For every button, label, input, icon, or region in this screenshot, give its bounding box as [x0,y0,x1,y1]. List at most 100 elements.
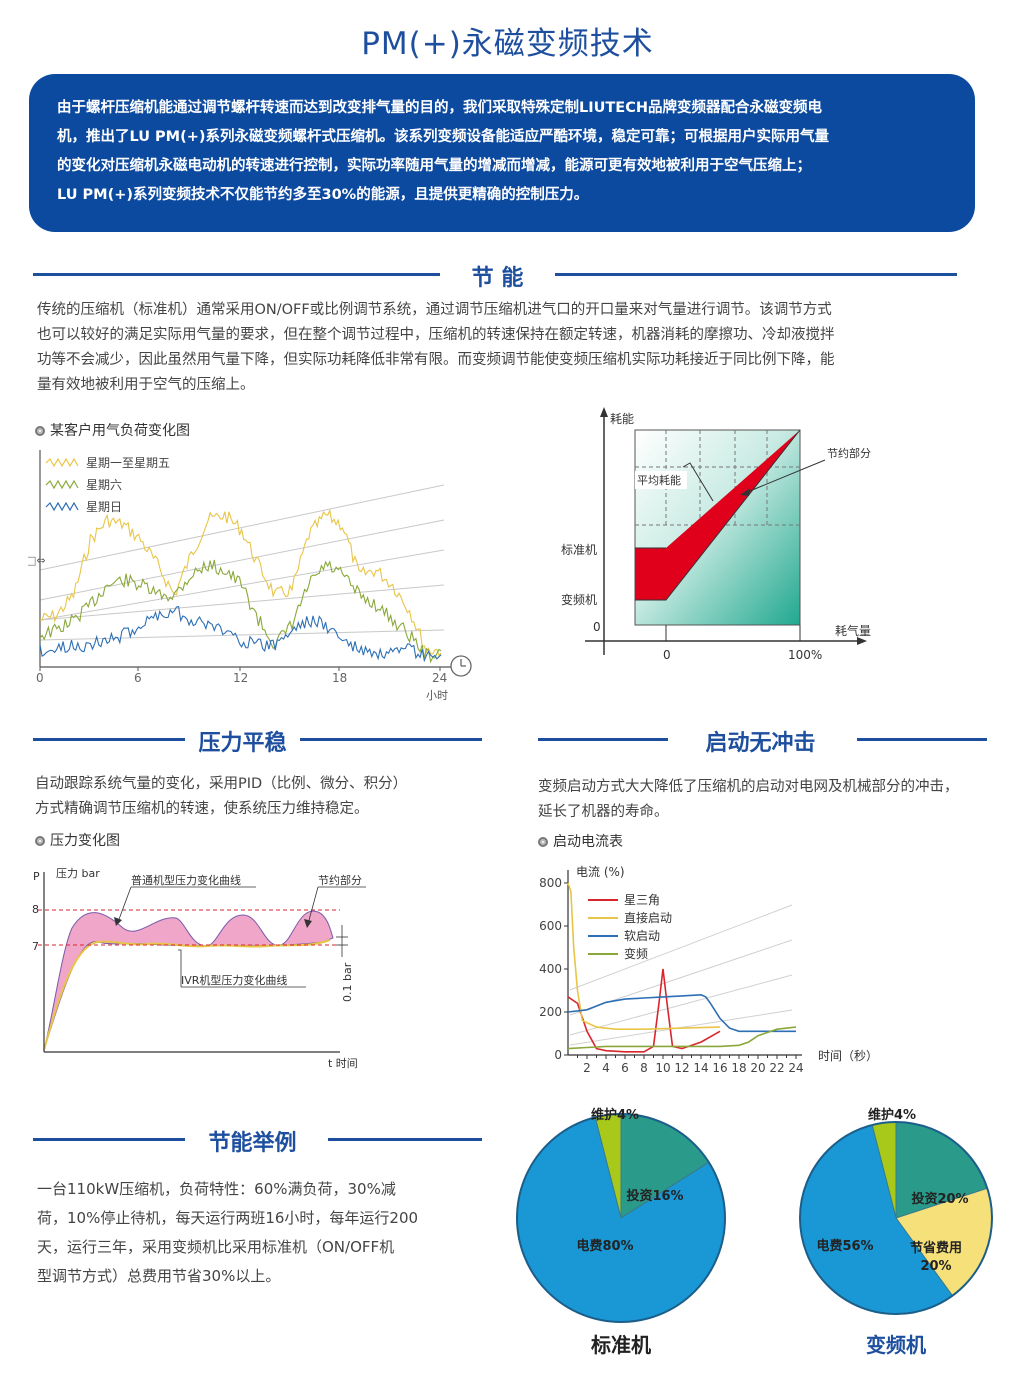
normal-curve-label: 普通机型压力变化曲线 [131,873,241,887]
series-line [567,1026,797,1050]
y-axis-label: 电流 (%) [576,865,625,879]
pie-charts: 维护4% 投资16% 电费80% 标准机 维护4% 投资20% 节省费用 20% 电费56% 变… [516,1107,993,1357]
pie-slice-label: 投资16% [626,1188,683,1204]
load-series-line [39,508,442,657]
y-tick-label: 400 [539,962,562,976]
section-heading-pressure: 压力平稳 [0,725,490,756]
x-tick-label: 24 [788,1061,803,1075]
x-axis-label: 耗气量 [835,623,871,638]
series-line [567,993,796,1033]
heading-label: 节 能 [471,266,524,291]
load-chart-caption: 某客户用气负荷变化图 [35,420,190,440]
x-tick-label: 22 [769,1061,784,1075]
load-series-line [39,559,442,664]
legend-swatch [45,479,79,490]
y-tick-7: 7 [32,940,39,953]
section-heading-startup: 启动无冲击 [530,725,1015,756]
y-tick-8: 8 [32,903,39,916]
zero-y-label: 0 [593,620,601,634]
bullet-icon [538,837,548,847]
x-tick-label: 6 [134,671,142,685]
energy-paragraph: 传统的压缩机（标准机）通常采用ON/OFF或比例调节系统，通过调节压缩机进气口的… [37,298,987,398]
x-tick-label: 18 [332,671,347,685]
paragraph-line: 型调节方式）总费用节省30%以上。 [37,1267,281,1285]
y-tick-label: 200 [539,1005,562,1019]
x-unit-label: 小时 [426,689,448,702]
y-tick-label: 600 [539,919,562,933]
heading-rule [33,738,185,741]
intro-line: LU PM(+)系列变频技术不仅能节约多至30%的能源，且提供更精确的控制压力。 [57,187,589,203]
arrow-icon [740,488,750,496]
heading-rule [555,273,957,276]
legend-label: 软启动 [624,929,660,943]
load-chart: 0 6 12 18 24 小时 □⇔ 星期一至星期五 星期六 星期日 [28,450,472,702]
intro-line: 的变化对压缩机永磁电动机的转速进行控制，实际功率随用气量的增减而增减，能源可更有… [57,158,811,174]
label-bg [635,471,687,489]
y-arrow-icon [600,407,608,417]
saving-label: 节约部分 [318,873,362,887]
legend-label: 变频 [624,946,648,961]
avg-label: 平均耗能 [637,473,681,487]
caption-text: 压力变化图 [50,833,120,849]
p-label: P [33,870,40,883]
paragraph-line: 延长了机器的寿命。 [538,804,669,820]
x-tick-label: 4 [602,1061,610,1075]
pressure-chart: P 压力 bar 8 7 普通机型压力变化曲线 节约部分 IVR机型压力变化曲线… [32,867,366,1070]
pie-title: 变频机 [866,1333,926,1357]
x-tick-label: 0 [36,671,44,685]
guide-line [39,629,445,641]
heading-rule [538,738,668,741]
paragraph-line: 变频启动方式大大降低了压缩机的启动对电网及机械部分的冲击， [538,779,959,795]
startup-chart-caption: 启动电流表 [538,831,623,851]
leader-line [307,886,319,925]
pie-slice-label: 投资20% [911,1191,968,1207]
pie-slice-label: 维护4% [591,1107,639,1123]
leader-line [178,949,182,987]
guide-line [569,904,793,991]
legend-label: 直接启动 [624,910,672,925]
y-label-icon: □⇔ [28,554,46,567]
arrow-icon [114,917,122,926]
pressure-chart-caption: 压力变化图 [35,830,120,850]
paragraph-line: 量有效地被利用于空气的压缩上。 [37,377,255,393]
bullet-icon [35,836,45,846]
bullet-icon [35,426,45,436]
pie-slice-label: 电费56% [816,1238,873,1254]
heading-label: 节能举例 [208,1131,297,1156]
x-tick-label: 8 [640,1061,648,1075]
paragraph-line: 传统的压缩机（标准机）通常采用ON/OFF或比例调节系统，通过调节压缩机进气口的… [37,302,832,318]
section-heading-energy: 节 能 [0,260,1015,291]
heading-label: 压力平稳 [198,731,287,756]
pie-outline [799,1121,993,1315]
pie-slice-label: 维护4% [868,1107,916,1123]
y-tick-label: 0 [554,1048,562,1062]
load-series-line [39,605,442,663]
x-arrow-icon [857,637,867,645]
leader-line [682,462,714,502]
guide-line [39,519,445,601]
x-tick-label: 20 [750,1061,765,1075]
ivr-curve [43,939,331,1051]
x-axis-label: t 时间 [328,1057,358,1070]
legend-label: 星期一至星期五 [86,456,170,470]
x-tick-label: 6 [621,1061,629,1075]
caption-text: 某客户用气负荷变化图 [50,423,190,439]
vfd-label: 变频机 [561,592,597,607]
unit-label: 压力 bar [56,867,100,880]
pie-outline [516,1113,726,1323]
heading-rule [300,738,482,741]
intro-box: 由于螺杆压缩机能通过调节螺杆转速而达到改变排气量的目的，我们采取特殊定制LIUT… [29,74,975,232]
vfd-curve [635,429,801,601]
pie-slice-label: 20% [920,1259,951,1274]
pie-slice-label: 节省费用 [910,1240,962,1256]
x-tick-label: 18 [731,1061,746,1075]
heading-rule [857,738,987,741]
intro-line: 机，推出了LU PM(+)系列永磁变频螺杆式压缩机。该系列变频设备能适应严酷环境… [57,129,830,145]
heading-rule [328,1138,482,1141]
pie-title: 标准机 [591,1333,651,1357]
pressure-paragraph: 自动跟踪系统气量的变化，采用PID（比例、微分、积分） 方式精确调节压缩机的转速… [35,772,485,822]
heading-rule [33,273,440,276]
paragraph-line: 自动跟踪系统气量的变化，采用PID（比例、微分、积分） [35,776,408,792]
paragraph-line: 天，运行三年，采用变频机比采用标准机（ON/OFF机 [37,1238,395,1256]
